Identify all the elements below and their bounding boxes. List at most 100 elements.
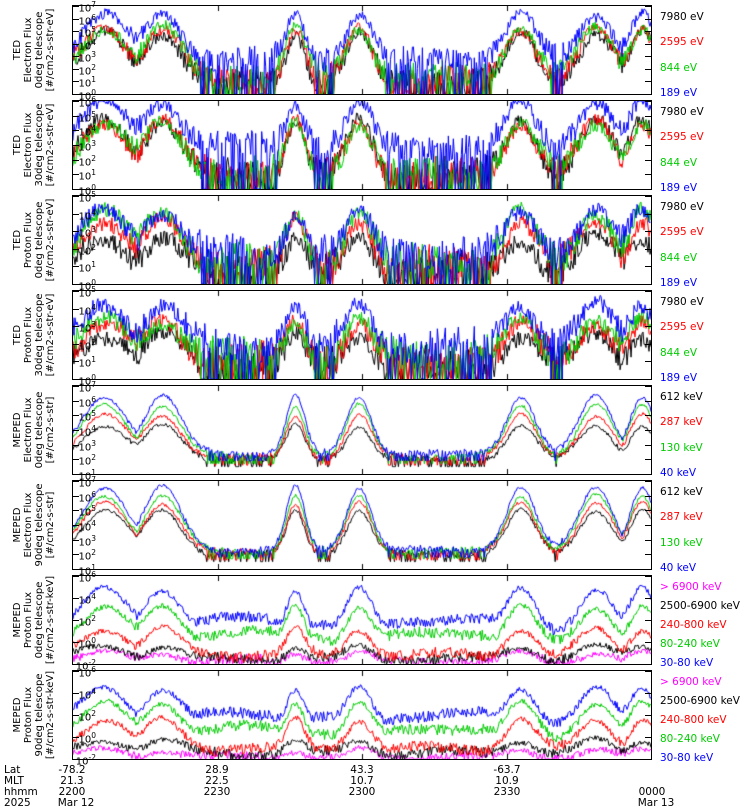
y-tick-mark bbox=[72, 481, 79, 482]
y-tick-mark bbox=[645, 130, 652, 131]
legend-entry-ted-electron-30deg-3: 189 eV bbox=[660, 182, 698, 194]
y-tick-mark bbox=[72, 69, 79, 70]
y-tick-mark bbox=[645, 576, 652, 577]
y-tick-label: 106 bbox=[78, 95, 96, 110]
y-label-line: [#/cm2-s-str-eV] bbox=[45, 293, 56, 377]
x-tick-mlt-0: 21.3 bbox=[60, 775, 84, 787]
y-tick-label: 104 bbox=[78, 592, 96, 607]
y-label-line: Electron Flux bbox=[23, 17, 34, 83]
y-label-line: Electron Flux bbox=[23, 397, 34, 463]
y-tick-label: 102 bbox=[78, 453, 96, 468]
x-tick-lat-3: -63.7 bbox=[493, 764, 521, 776]
y-axis-label-ted-proton-0deg: TED Proton Flux 0deg telescope [#/cm2-s-str… bbox=[0, 195, 82, 285]
y-label-line: 90deg telescope bbox=[34, 673, 45, 757]
y-tick-label: 104 bbox=[78, 207, 96, 222]
y-tick-mark bbox=[645, 284, 652, 285]
y-tick-mark bbox=[645, 249, 652, 250]
y-tick-label: 102 bbox=[78, 242, 96, 258]
legend-entry-ted-proton-0deg-1: 2595 eV bbox=[660, 226, 704, 239]
y-tick-mark bbox=[72, 620, 79, 621]
y-tick-label: 103 bbox=[78, 225, 96, 240]
y-tick-label: 100 bbox=[78, 278, 96, 293]
y-tick-mark bbox=[645, 31, 652, 32]
y-tick-mark bbox=[645, 430, 652, 431]
y-tick-mark bbox=[72, 554, 79, 555]
y-tick-label: 100 bbox=[78, 731, 96, 746]
y-tick-mark bbox=[72, 6, 79, 7]
y-label-line: 90deg telescope bbox=[34, 483, 45, 567]
y-tick-mark bbox=[645, 174, 652, 175]
plot-canvas-ted-electron-30deg bbox=[73, 101, 651, 189]
y-tick-mark bbox=[645, 401, 652, 402]
y-axis-label-ted-electron-30deg: TED Electron Flux 30deg telescope [#/cm2-s-… bbox=[0, 100, 82, 190]
y-tick-mark bbox=[645, 379, 652, 380]
y-tick-label: 107 bbox=[78, 475, 96, 490]
y-tick-mark bbox=[645, 326, 652, 327]
y-tick-label: 105 bbox=[78, 409, 96, 424]
y-label-line: 0deg telescope bbox=[34, 201, 45, 279]
x-tick-hhmm-3: 2330 bbox=[493, 786, 521, 798]
y-tick-mark bbox=[645, 94, 652, 95]
y-tick-label: 102 bbox=[78, 548, 96, 563]
y-tick-mark bbox=[72, 361, 79, 362]
y-label-line: Proton Flux bbox=[23, 591, 34, 649]
x-tick-date-0: Mar 12 bbox=[57, 797, 95, 809]
y-tick-label: 105 bbox=[78, 504, 96, 519]
y-label-line: 30deg telescope bbox=[34, 103, 45, 187]
y-tick-mark bbox=[645, 496, 652, 497]
legend-entry-meped-electron-90deg-1: 287 keV bbox=[660, 511, 703, 524]
y-tick-mark bbox=[72, 715, 79, 716]
legend-entry-meped-proton-0deg-1: 2500-6900 keV bbox=[660, 600, 740, 612]
y-label-line: MEPED bbox=[12, 507, 23, 543]
plot-panel-meped-proton-90deg bbox=[72, 670, 652, 760]
legend-entry-ted-proton-30deg-0: 7980 eV bbox=[660, 296, 704, 308]
y-tick-label: 100 bbox=[78, 88, 96, 103]
y-axis-label-meped-electron-0deg: MEPED Electron Flux 0deg telescope [#/cm2-s… bbox=[0, 385, 82, 475]
y-tick-mark bbox=[72, 540, 79, 541]
y-tick-mark bbox=[72, 214, 79, 215]
y-tick-mark bbox=[72, 401, 79, 402]
y-tick-label: 100 bbox=[78, 183, 96, 198]
legend-entry-ted-electron-0deg-3: 189 eV bbox=[660, 87, 698, 99]
legend-entry-meped-electron-0deg-3: 40 keV bbox=[660, 467, 697, 479]
y-tick-mark bbox=[645, 44, 652, 45]
legend-entry-meped-electron-90deg-3: 40 keV bbox=[660, 562, 697, 574]
plot-canvas-ted-electron-0deg bbox=[73, 6, 651, 94]
y-tick-mark bbox=[645, 474, 652, 475]
y-tick-mark bbox=[72, 576, 79, 577]
y-tick-mark bbox=[645, 693, 652, 694]
y-tick-mark bbox=[72, 130, 79, 131]
y-axis-label-ted-proton-30deg: TED Proton Flux 30deg telescope [#/cm2-s-st… bbox=[0, 290, 82, 380]
y-tick-mark bbox=[72, 309, 79, 310]
y-tick-mark bbox=[645, 481, 652, 482]
y-tick-label: 104 bbox=[78, 424, 96, 439]
y-label-line: [#/cm2-s-str] bbox=[45, 396, 56, 464]
y-tick-mark bbox=[645, 459, 652, 460]
y-label-line: [#/cm2-s-str-keV] bbox=[45, 575, 56, 665]
y-label-line: Proton Flux bbox=[23, 686, 34, 744]
y-tick-mark bbox=[645, 6, 652, 7]
y-tick-label: 107 bbox=[78, 380, 96, 395]
y-tick-mark bbox=[645, 231, 652, 232]
y-tick-mark bbox=[645, 598, 652, 599]
y-tick-mark bbox=[645, 189, 652, 190]
y-tick-mark bbox=[72, 19, 79, 20]
x-tick-hhmm-2: 2300 bbox=[348, 786, 376, 798]
y-label-line: TED bbox=[12, 229, 23, 251]
y-tick-mark bbox=[645, 510, 652, 511]
y-tick-mark bbox=[645, 291, 652, 292]
legend-entry-meped-proton-0deg-3: 80-240 keV bbox=[660, 638, 720, 650]
y-tick-mark bbox=[72, 759, 79, 760]
y-label-line: TED bbox=[12, 39, 23, 61]
y-tick-mark bbox=[72, 101, 79, 102]
plot-panel-meped-electron-90deg bbox=[72, 480, 652, 570]
y-tick-label: 107 bbox=[78, 0, 96, 15]
y-axis-label-meped-proton-90deg: MEPED Proton Flux 90deg telescope [#/cm2-s-… bbox=[0, 670, 82, 760]
x-tick-hhmm-1: 2230 bbox=[203, 786, 231, 798]
y-label-line: Proton Flux bbox=[23, 211, 34, 269]
y-tick-label: 105 bbox=[78, 25, 96, 40]
y-label-line: 30deg telescope bbox=[34, 293, 45, 377]
y-tick-label: 10-2 bbox=[75, 753, 96, 768]
plot-panel-ted-proton-0deg bbox=[72, 195, 652, 285]
legend-entry-ted-proton-30deg-2: 844 eV bbox=[660, 346, 698, 359]
